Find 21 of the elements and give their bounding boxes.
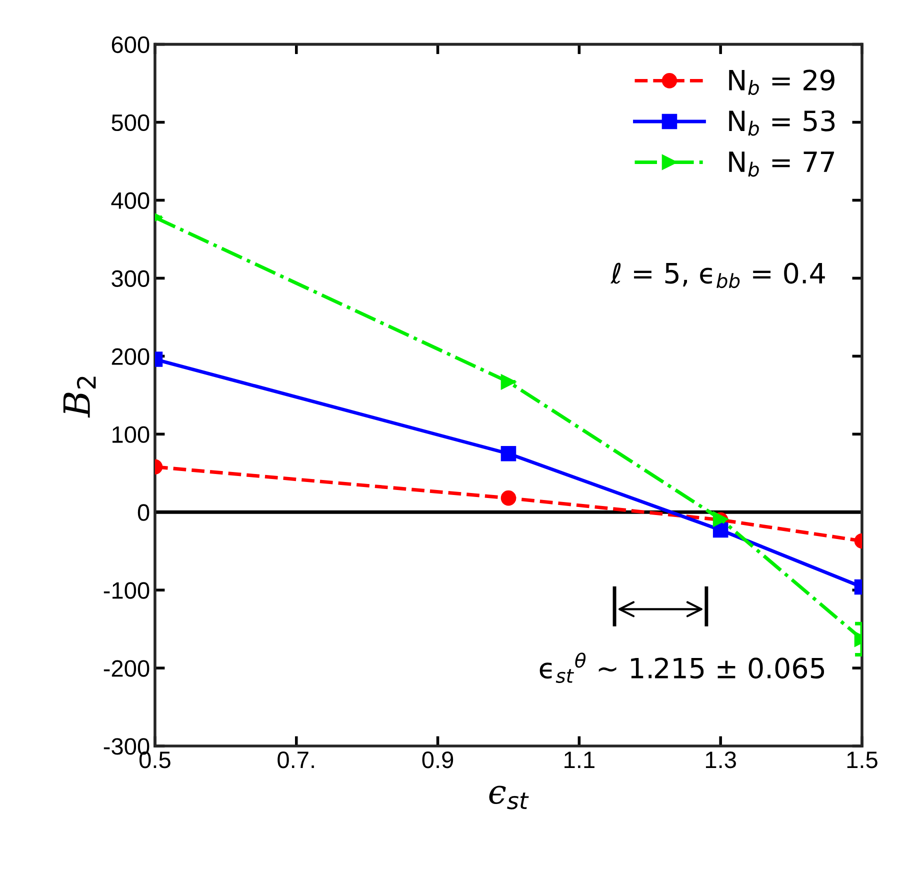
x-tick-label: 1.1 <box>564 752 594 768</box>
y-tick-label: 100 <box>112 426 150 443</box>
x-tick-label: 1.5 <box>847 752 878 768</box>
x-tick-label: 1.3 <box>706 751 736 768</box>
y-tick-label: 400 <box>111 192 150 210</box>
y-tick-label: -100 <box>104 582 150 599</box>
annotation: ϵ$_{st}$$^{θ}$ ∼ 1.215 ± 0.065 <box>540 652 824 684</box>
y-tick-label: -200 <box>104 660 150 677</box>
x-tick-label: 0.7. <box>278 751 314 768</box>
y-tick-label: 0 <box>138 504 150 521</box>
x-tick-label: 0.9 <box>422 751 454 768</box>
y-tick-label: 300 <box>112 270 150 287</box>
legend-label: N$_{b}$ = 53 <box>729 110 835 136</box>
annotation: ℓ = 5, ϵ$_{bb}$ = 0.4 <box>610 262 825 288</box>
y-axis-title: B$_{2}$ <box>63 376 96 418</box>
legend-label: N$_{b}$ = 29 <box>729 70 834 96</box>
x-axis-title: ϵ$_{st}$ <box>489 786 529 810</box>
y-tick-label: 200 <box>112 348 150 365</box>
y-tick-label: 600 <box>112 36 150 54</box>
y-tick-label: 500 <box>112 114 150 132</box>
legend-label: N$_{b}$ = 77 <box>729 152 834 177</box>
